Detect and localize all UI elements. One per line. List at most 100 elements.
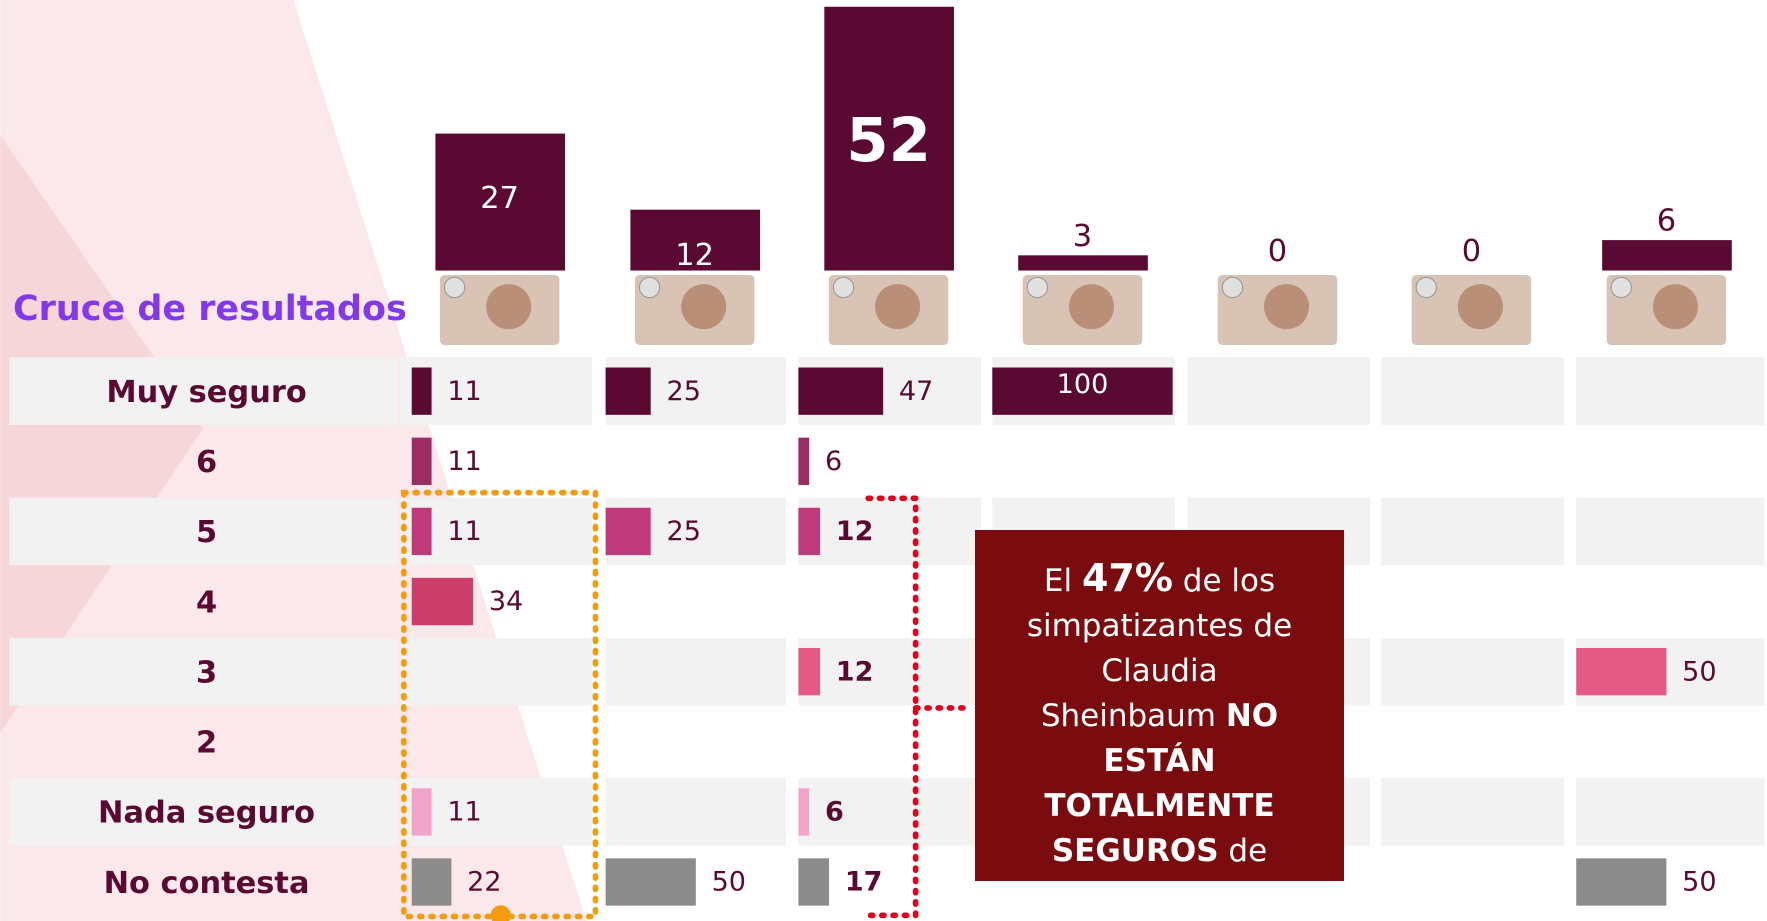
bar (435, 133, 566, 271)
candidate-face (486, 284, 532, 330)
row-band (798, 497, 982, 566)
row-label: 4 (196, 585, 217, 620)
bar (411, 507, 432, 556)
row-band (400, 778, 593, 846)
value-label: 52 (846, 105, 931, 176)
callout-text: 47% (1081, 556, 1173, 600)
row-label: 2 (196, 726, 217, 761)
bar (798, 858, 830, 906)
highlight-dot (490, 905, 511, 921)
callout-text: El (1043, 563, 1082, 599)
bar (411, 858, 452, 906)
candidate-face (681, 284, 727, 330)
row-label: 6 (196, 445, 217, 480)
row-label: 3 (196, 655, 217, 690)
value-label: 6 (825, 446, 842, 477)
value-label: 12 (836, 656, 874, 687)
bracket (865, 495, 919, 919)
row-band (400, 357, 593, 425)
row-band (9, 637, 398, 706)
bar (798, 788, 810, 836)
candidate-face (875, 284, 921, 330)
callout-text: NO ESTÁN TOTALMENTE SEGUROS (1044, 698, 1279, 869)
value-label: 27 (480, 181, 519, 216)
value-label: 6 (825, 797, 844, 828)
background-shape (0, 135, 204, 733)
bar (798, 647, 821, 696)
bar (411, 437, 432, 485)
bar (1602, 240, 1732, 271)
row-band (1576, 778, 1765, 846)
value-label: 50 (1682, 867, 1716, 898)
value-label: 34 (489, 586, 523, 617)
bar (605, 858, 696, 906)
bar (1576, 858, 1667, 906)
row-band (798, 778, 982, 846)
value-label: 0 (1268, 234, 1287, 269)
candidate-face (1263, 284, 1310, 330)
value-label: 6 (1657, 204, 1676, 239)
row-band (400, 497, 593, 566)
party-logo (1415, 276, 1438, 299)
value-label: 50 (1682, 656, 1716, 687)
value-label: 12 (675, 238, 714, 273)
value-label: 11 (447, 516, 481, 547)
row-label: No contesta (104, 866, 310, 901)
row-band (1381, 778, 1564, 846)
bar (798, 507, 821, 556)
callout: El 47% de los simpatizantes de Claudia S… (975, 530, 1344, 914)
row-band (1381, 357, 1564, 425)
row-band (1381, 637, 1564, 706)
callout-text: de votar por ella. (1050, 833, 1269, 914)
value-label: 11 (447, 376, 481, 407)
candidate-face (1652, 284, 1698, 330)
party-logo (638, 276, 661, 299)
chart-title: Cruce de resultados (13, 289, 407, 329)
row-label: 5 (196, 515, 217, 550)
party-logo (1026, 276, 1049, 299)
value-label: 25 (666, 376, 700, 407)
bar (411, 577, 474, 626)
bar (992, 367, 1173, 415)
bar (605, 367, 651, 415)
row-band (9, 778, 398, 846)
value-label: 17 (845, 867, 883, 898)
party-logo (832, 276, 855, 299)
candidate-face (1068, 284, 1115, 330)
row-band (605, 778, 786, 846)
party-logo (1610, 276, 1633, 299)
party-logo (443, 276, 466, 299)
row-band (605, 637, 786, 706)
row-band (1576, 357, 1765, 425)
value-label: 0 (1462, 234, 1481, 269)
bar (630, 209, 761, 271)
row-label: Muy seguro (106, 375, 306, 410)
row-label: Nada seguro (98, 796, 315, 831)
bar (411, 788, 432, 836)
bar (798, 367, 884, 415)
row-band (1381, 497, 1564, 566)
candidate-face (1457, 284, 1503, 330)
bar (411, 367, 432, 415)
bar (824, 6, 954, 271)
value-label: 11 (447, 446, 481, 477)
bar (605, 507, 651, 556)
bar (1018, 255, 1148, 271)
row-band (798, 637, 982, 706)
callout-text: de los simpatizantes de Claudia Sheinbau… (1026, 563, 1293, 734)
value-label: 50 (712, 867, 746, 898)
row-band (9, 497, 398, 566)
value-label: 25 (666, 516, 700, 547)
row-band (1576, 497, 1765, 566)
row-band (1187, 357, 1370, 425)
value-label: 11 (447, 797, 481, 828)
value-label: 47 (899, 376, 933, 407)
value-label: 12 (836, 516, 874, 547)
row-band (9, 357, 398, 425)
value-label: 22 (467, 867, 501, 898)
value-label: 3 (1073, 219, 1092, 254)
bar (1576, 647, 1667, 696)
party-logo (1221, 276, 1244, 299)
